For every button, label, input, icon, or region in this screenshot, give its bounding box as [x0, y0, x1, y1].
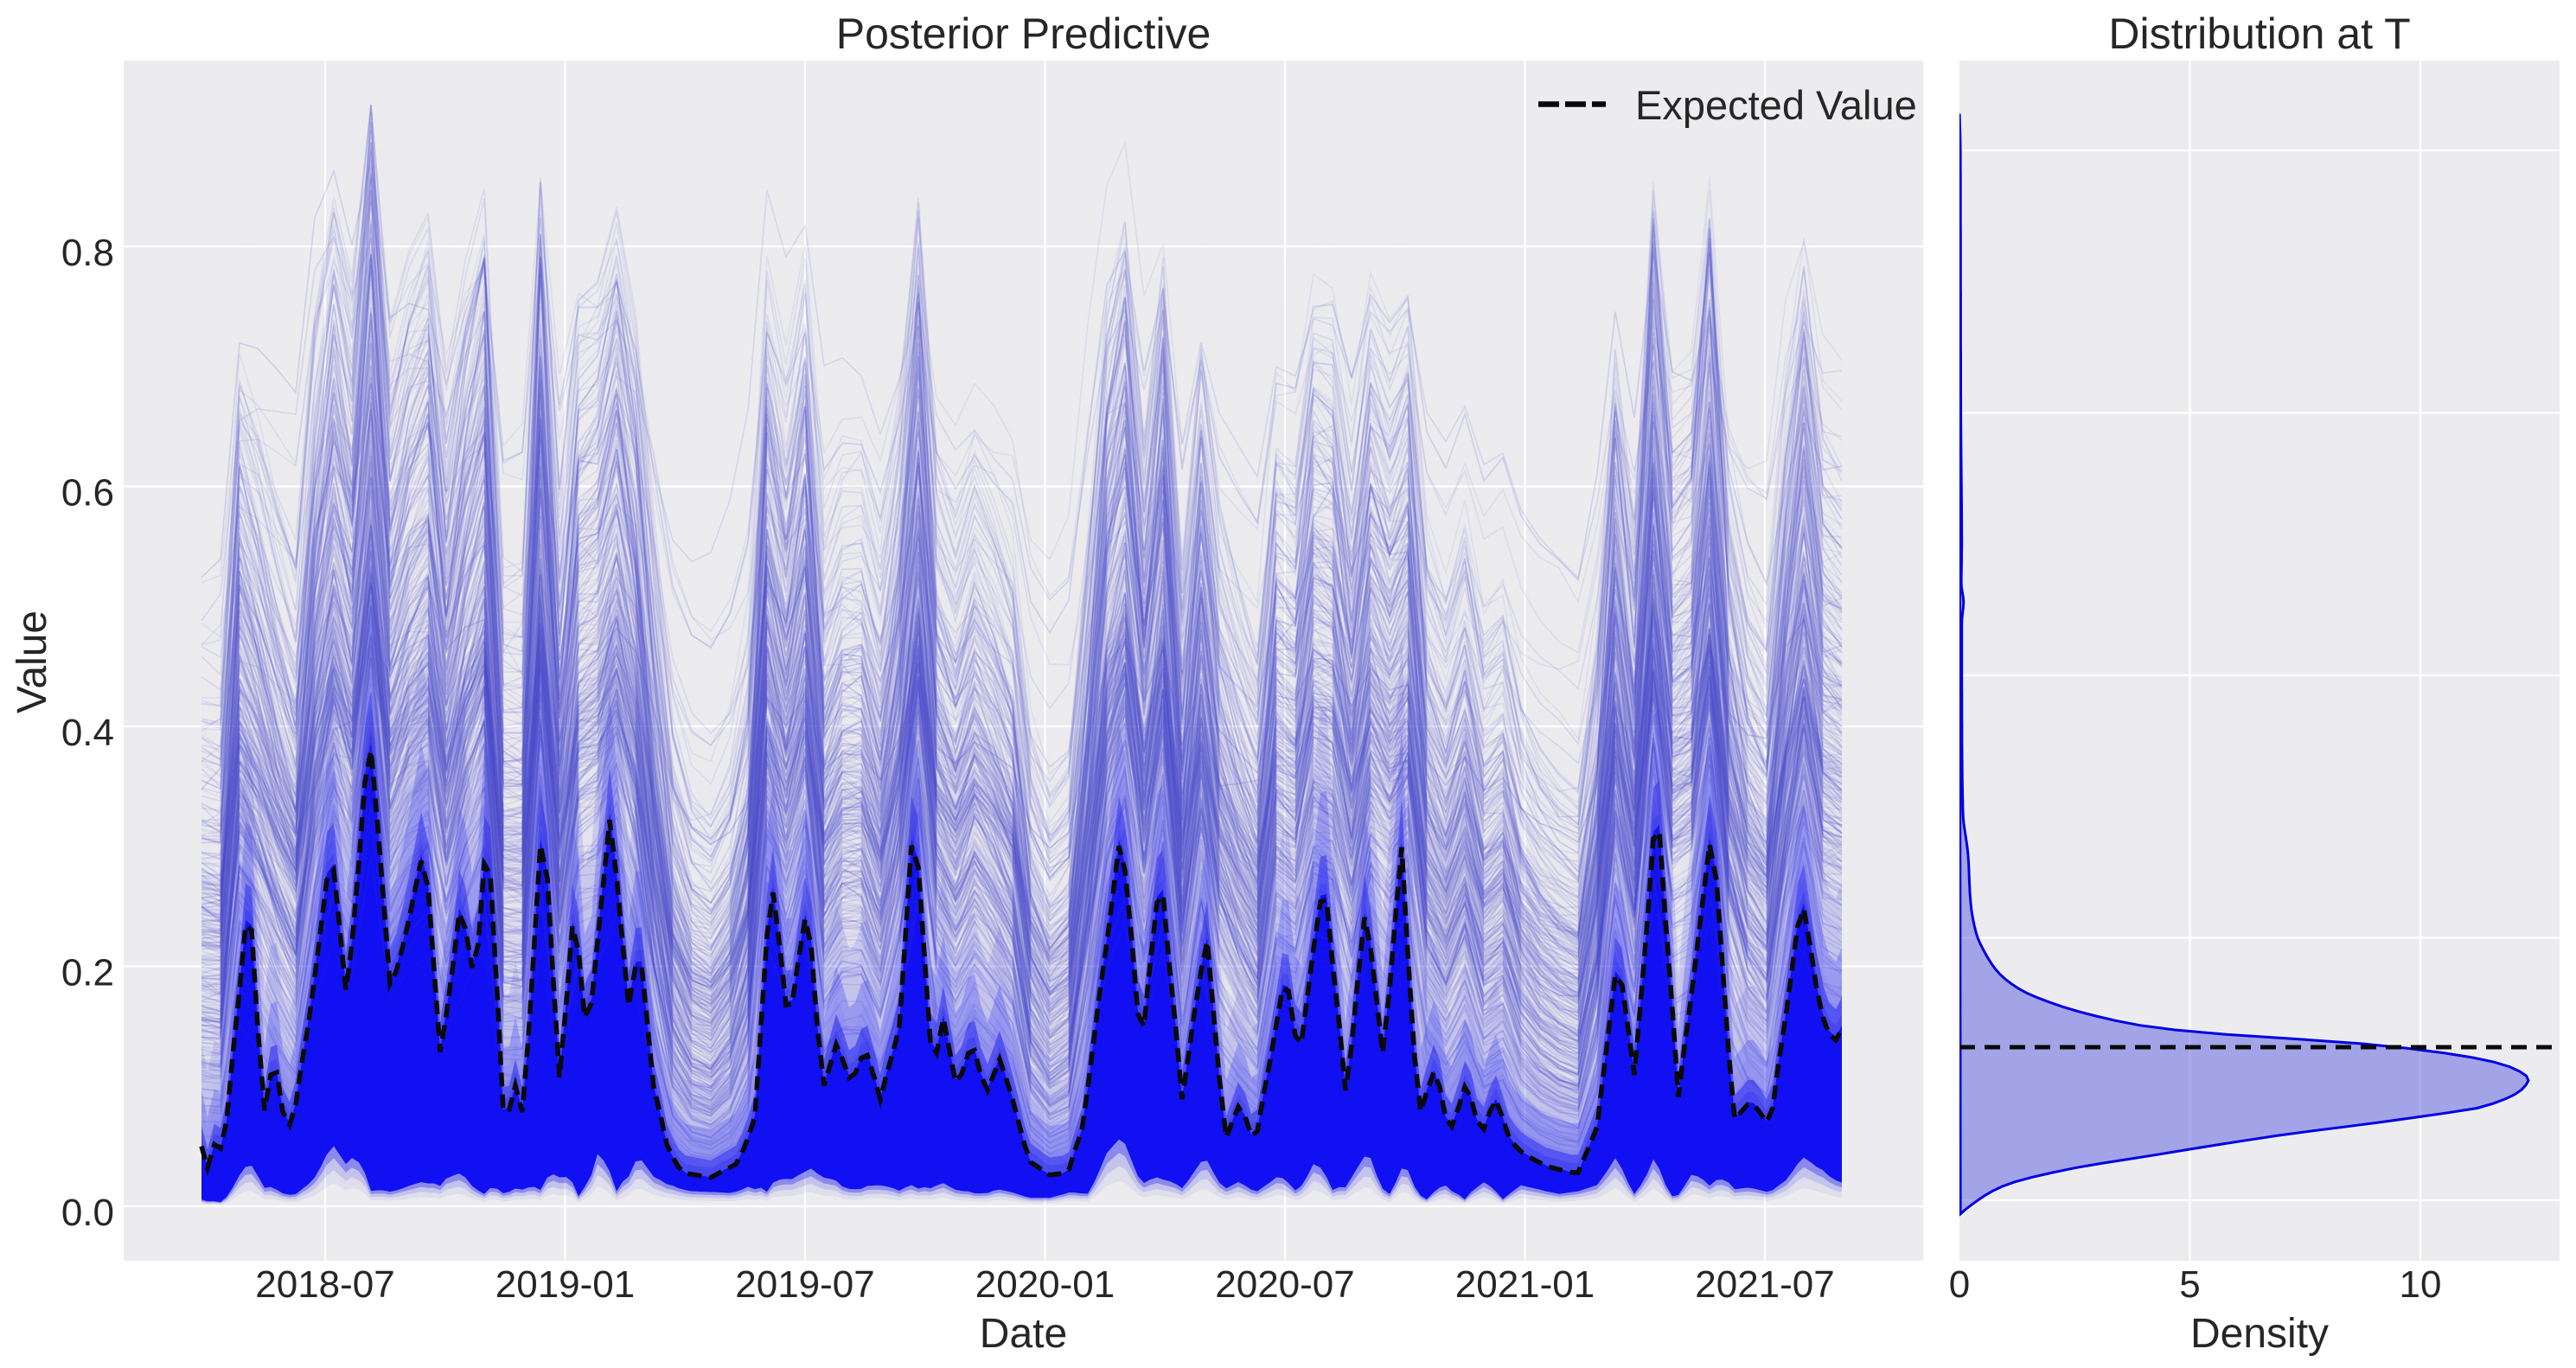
svg-text:2019-07: 2019-07: [735, 1263, 874, 1306]
svg-text:0.2: 0.2: [61, 952, 114, 994]
svg-text:2021-07: 2021-07: [1695, 1263, 1834, 1306]
svg-text:2021-01: 2021-01: [1455, 1263, 1595, 1306]
svg-text:0.6: 0.6: [61, 472, 114, 515]
svg-text:2018-07: 2018-07: [255, 1263, 394, 1306]
svg-text:Density: Density: [2190, 1311, 2329, 1357]
svg-text:2019-01: 2019-01: [495, 1263, 635, 1306]
svg-text:Distribution at T: Distribution at T: [2108, 10, 2410, 58]
svg-text:10: 10: [2400, 1263, 2442, 1306]
svg-text:Expected Value: Expected Value: [1635, 82, 1917, 128]
svg-text:0.0: 0.0: [61, 1192, 114, 1234]
svg-text:0: 0: [1949, 1263, 1970, 1306]
svg-text:2020-07: 2020-07: [1215, 1263, 1354, 1306]
svg-text:2020-01: 2020-01: [975, 1263, 1115, 1306]
svg-text:0.4: 0.4: [61, 712, 114, 754]
svg-text:Value: Value: [10, 610, 55, 713]
svg-text:5: 5: [2179, 1263, 2200, 1306]
svg-text:Date: Date: [980, 1311, 1067, 1357]
svg-text:0.8: 0.8: [61, 232, 114, 274]
svg-text:Posterior Predictive: Posterior Predictive: [836, 10, 1211, 58]
